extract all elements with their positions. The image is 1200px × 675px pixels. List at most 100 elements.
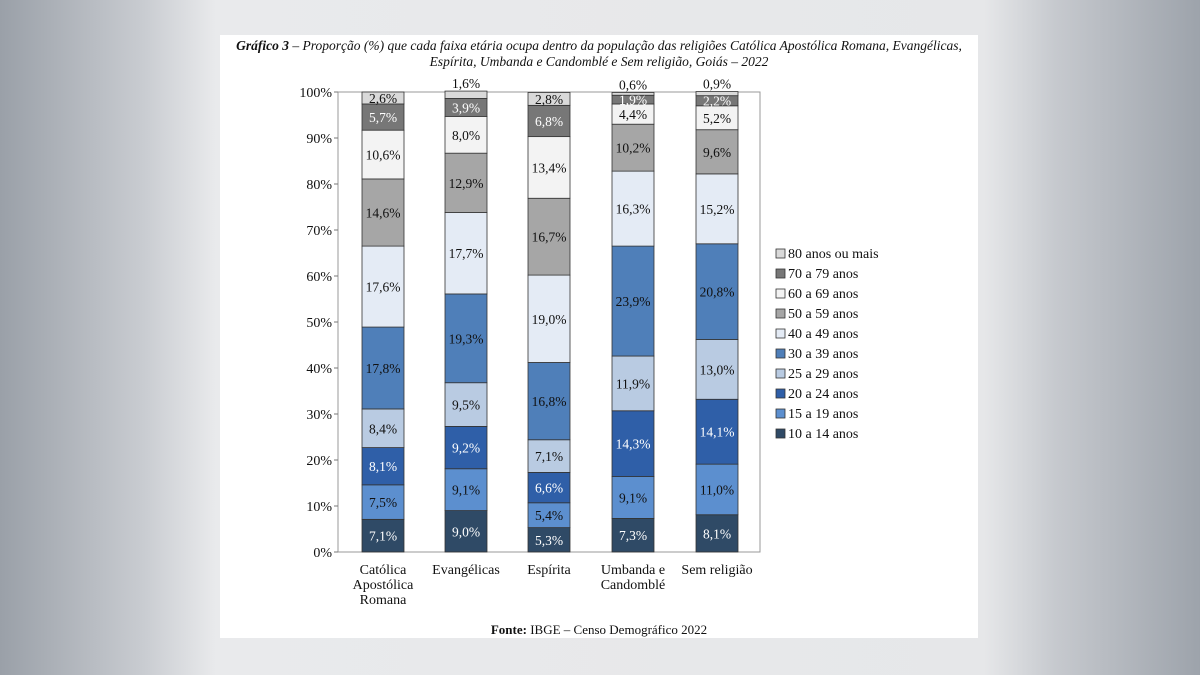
legend-swatch: [775, 248, 786, 259]
data-label: 3,9%: [452, 100, 480, 115]
bar-segment: [527, 439, 571, 473]
data-label: 7,1%: [535, 449, 563, 464]
bar-segment: [695, 398, 739, 465]
bar-segment: [361, 91, 405, 105]
bar-segment: [527, 104, 571, 138]
bar-segment: [361, 103, 405, 131]
bar-segment: [695, 463, 739, 516]
x-tick-label: Evangélicas: [432, 563, 500, 578]
legend-label: 50 a 59 anos: [788, 307, 858, 322]
x-tick-label: Apostólica: [353, 578, 414, 593]
legend-label: 30 a 39 anos: [788, 347, 858, 362]
data-label: 17,8%: [366, 361, 401, 376]
data-label: 11,9%: [616, 376, 650, 391]
data-label: 1,6%: [452, 76, 480, 91]
y-tick-label: 80%: [306, 178, 332, 193]
y-tick-label: 60%: [306, 270, 332, 285]
bar-segment: [361, 178, 405, 247]
data-label: 9,5%: [452, 398, 480, 413]
data-label: 10,2%: [616, 141, 651, 156]
bar-segment: [611, 355, 655, 412]
legend-label: 25 a 29 anos: [788, 367, 858, 382]
bar-segment: [695, 173, 739, 245]
data-label: 9,1%: [619, 490, 647, 505]
data-label: 9,2%: [452, 441, 480, 456]
bar-segment: [527, 274, 571, 363]
data-label: 19,0%: [532, 312, 567, 327]
y-tick-label: 0%: [313, 546, 332, 561]
legend-label: 40 a 49 anos: [788, 327, 858, 342]
y-tick-label: 10%: [306, 500, 332, 515]
bar-segment: [361, 408, 405, 448]
legend-swatch: [775, 328, 786, 339]
bar-segment: [695, 243, 739, 340]
data-label: 15,2%: [700, 202, 735, 217]
bar-segment: [695, 91, 739, 97]
bar-segment: [444, 115, 488, 154]
bar-segment: [444, 293, 488, 384]
data-label: 7,1%: [369, 529, 397, 544]
stacked-bar-chart: 0% 10% 20% 30% 40% 50% 60% 70% 80% 90% 100% 7,1% 7,5…: [299, 76, 879, 608]
data-label: 8,4%: [369, 421, 397, 436]
bar-segment: [611, 518, 655, 553]
data-label: 0,9%: [703, 77, 731, 92]
legend-label: 20 a 24 anos: [788, 387, 858, 402]
bar-segment: [695, 339, 739, 400]
y-tick-label: 30%: [306, 408, 332, 423]
data-label: 23,9%: [616, 294, 651, 309]
legend-swatch: [775, 348, 786, 359]
data-label: 5,7%: [369, 110, 397, 125]
bar-segment: [527, 197, 571, 276]
bar-segment: [695, 514, 739, 553]
data-label: 13,0%: [700, 362, 735, 377]
data-label: 9,6%: [703, 145, 731, 160]
y-tick-label: 40%: [306, 362, 332, 377]
x-tick-label: Romana: [360, 593, 407, 608]
data-label: 9,1%: [452, 483, 480, 498]
data-label: 2,6%: [369, 91, 397, 106]
data-label: 2,8%: [535, 92, 563, 107]
legend-swatch: [775, 388, 786, 399]
bar-segment: [444, 382, 488, 427]
data-label: 14,3%: [616, 437, 651, 452]
bar-segment: [444, 152, 488, 213]
bar-segment: [361, 245, 405, 328]
y-tick-label: 70%: [306, 224, 332, 239]
y-tick-label: 90%: [306, 132, 332, 147]
chart-panel: Gráfico 3 – Proporção (%) que cada faixa…: [220, 35, 978, 638]
legend-label: 80 anos ou mais: [788, 247, 879, 262]
data-label: 16,7%: [532, 230, 567, 245]
data-label: 8,1%: [369, 459, 397, 474]
data-label: 19,3%: [449, 331, 484, 346]
bar-segment: [444, 468, 488, 511]
data-label: 5,2%: [703, 111, 731, 126]
bar-segment: [361, 447, 405, 486]
x-tick-label: Espírita: [527, 563, 571, 578]
bar-segment: [527, 92, 571, 106]
data-label: 9,0%: [452, 524, 480, 539]
data-label: 5,4%: [535, 508, 563, 523]
source-text: IBGE – Censo Demográfico 2022: [526, 622, 708, 637]
y-tick-label: 100%: [299, 86, 332, 101]
source-bold: Fonte:: [490, 622, 527, 637]
bar-segment: [527, 136, 571, 199]
data-label: 8,0%: [452, 128, 480, 143]
x-tick-label: Sem religião: [681, 563, 752, 578]
data-label: 4,4%: [619, 107, 647, 122]
bar-segment: [527, 362, 571, 441]
bar-segment: [611, 123, 655, 172]
bar-segment: [361, 484, 405, 520]
data-label: 1,9%: [619, 93, 647, 108]
data-label: 17,7%: [449, 246, 484, 261]
x-tick-label: Candomblé: [601, 578, 666, 593]
legend-swatch: [775, 308, 786, 319]
bar-segment: [444, 510, 488, 553]
data-label: 14,1%: [700, 425, 735, 440]
data-label: 20,8%: [700, 285, 735, 300]
bar-segment: [444, 90, 488, 99]
bar-segment: [527, 472, 571, 504]
chart-title-bold: Gráfico 3: [236, 38, 290, 53]
bar-segment: [611, 410, 655, 477]
data-label: 2,2%: [703, 94, 731, 109]
chart-title-text: – Proporção (%) que cada faixa etária oc…: [289, 38, 962, 69]
